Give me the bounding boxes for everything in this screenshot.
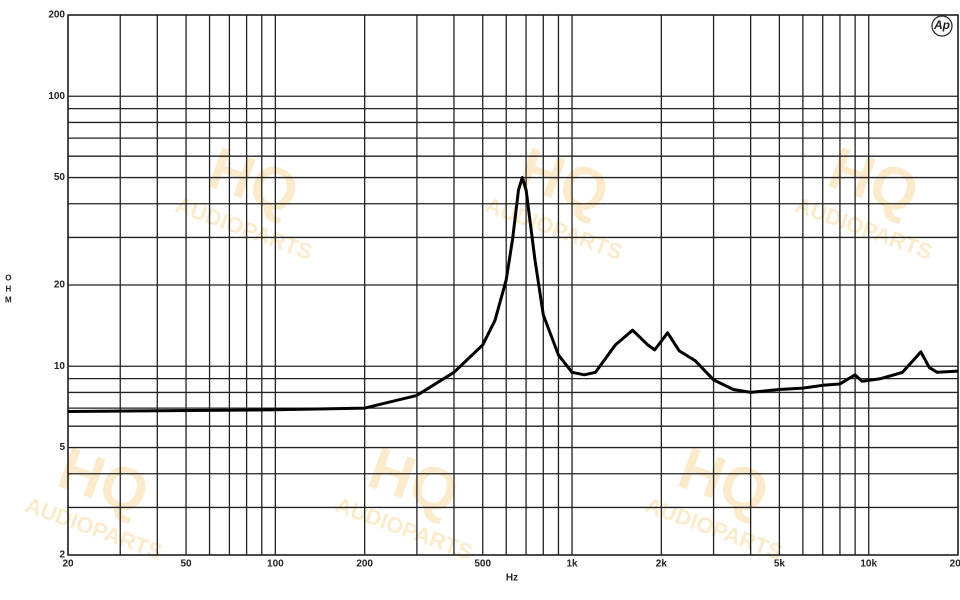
x-tick-label: 50 xyxy=(180,559,192,570)
x-tick-label: 20k xyxy=(950,559,960,570)
y-axis-label: OHM xyxy=(4,274,13,307)
plot-frame xyxy=(67,14,959,556)
y-tick-label: 10 xyxy=(54,361,66,372)
y-tick-label: 100 xyxy=(48,91,65,102)
x-tick-label: 20 xyxy=(62,559,74,570)
x-tick-label: 200 xyxy=(356,559,373,570)
y-tick-label: 2 xyxy=(59,550,65,561)
impedance-curve xyxy=(67,176,959,413)
y-tick-label: 5 xyxy=(59,442,65,453)
logo-ring xyxy=(931,15,953,37)
x-tick-label: 500 xyxy=(474,559,491,570)
x-tick-label: 100 xyxy=(267,559,284,570)
y-tick-label: 50 xyxy=(54,172,66,183)
x-tick-label: 1k xyxy=(566,559,578,570)
x-axis-label: Hz xyxy=(506,573,518,584)
x-tick-label: 2k xyxy=(656,559,668,570)
y-tick-label: 20 xyxy=(54,280,66,291)
x-tick-label: 10k xyxy=(860,559,877,570)
x-tick-label: 5k xyxy=(774,559,786,570)
y-tick-label: 200 xyxy=(48,10,65,21)
logo: Ap xyxy=(933,18,950,32)
